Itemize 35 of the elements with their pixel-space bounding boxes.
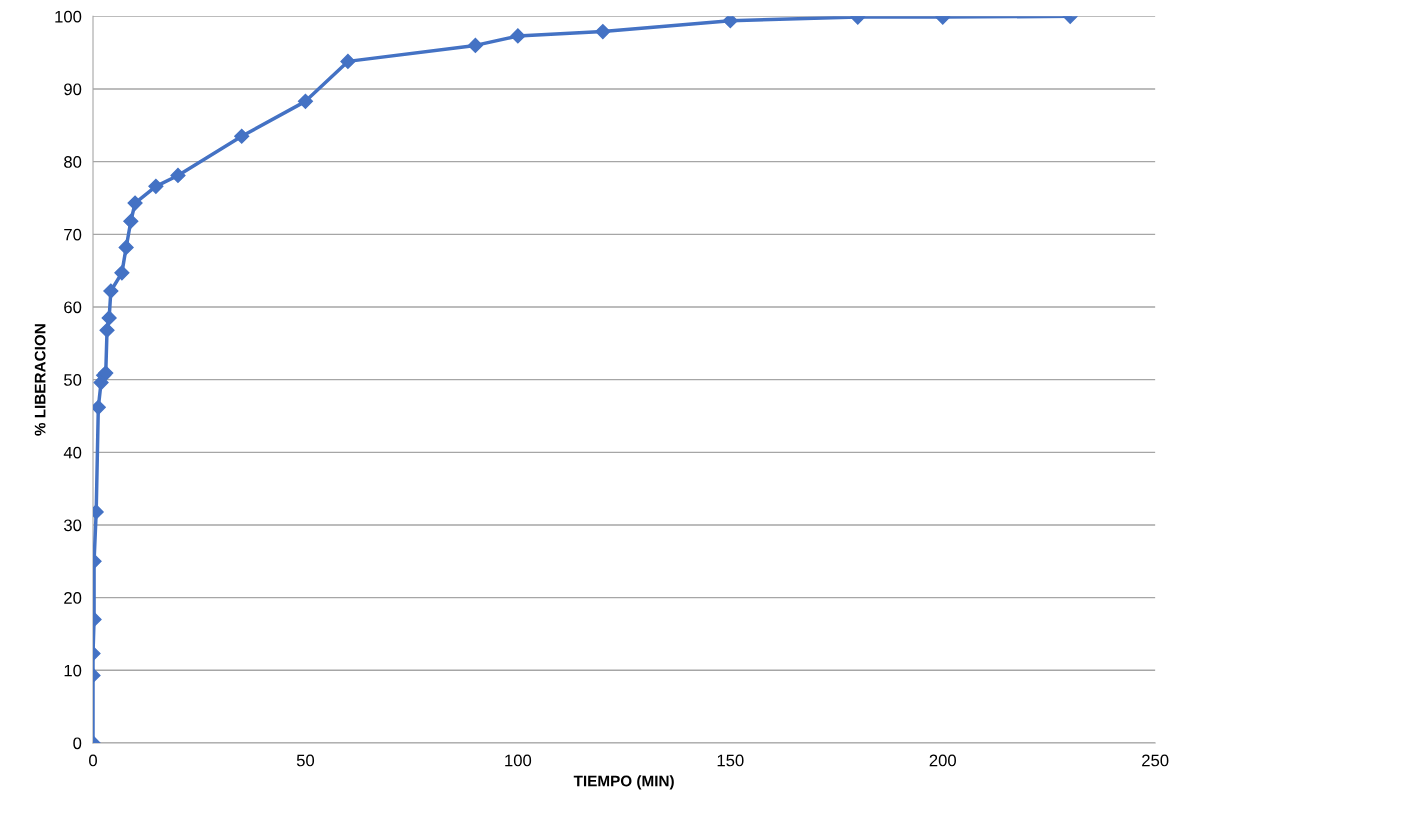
x-tick-label: 150 xyxy=(717,754,744,767)
point xyxy=(99,322,115,338)
x-tick-label: 50 xyxy=(296,754,315,767)
point xyxy=(170,167,186,184)
y-tick-label: 20 xyxy=(64,592,82,604)
point xyxy=(101,310,117,326)
y-tick-label: 70 xyxy=(64,228,82,241)
x-tick-label: 200 xyxy=(929,754,956,767)
y-tick-label: 50 xyxy=(64,374,82,386)
point xyxy=(114,265,130,281)
point xyxy=(467,37,483,53)
point xyxy=(340,53,356,69)
y-tick-label: 80 xyxy=(64,156,82,168)
point xyxy=(127,195,143,211)
point xyxy=(722,16,738,29)
point xyxy=(148,178,164,194)
x-tick-label: 250 xyxy=(1142,754,1169,767)
point xyxy=(118,239,134,255)
point xyxy=(510,28,526,44)
x-axis-title: TIEMPO (MIN) xyxy=(573,775,674,790)
x-tick-label: 0 xyxy=(89,754,97,767)
y-axis-title: % LIBERACION xyxy=(34,324,46,436)
y-tick-label: 100 xyxy=(55,10,82,23)
y-tick-label: 0 xyxy=(73,737,82,750)
y-tick-label: 10 xyxy=(64,664,82,677)
y-tick-label: 60 xyxy=(64,301,82,314)
point xyxy=(234,128,250,144)
x-tick-label: 100 xyxy=(505,754,532,767)
point xyxy=(123,213,139,229)
point xyxy=(103,283,119,299)
point xyxy=(297,93,314,109)
y-tick-label: 30 xyxy=(64,519,82,532)
point xyxy=(595,24,611,40)
y-tick-label: 40 xyxy=(63,446,82,459)
y-tick-label: 90 xyxy=(64,83,82,96)
